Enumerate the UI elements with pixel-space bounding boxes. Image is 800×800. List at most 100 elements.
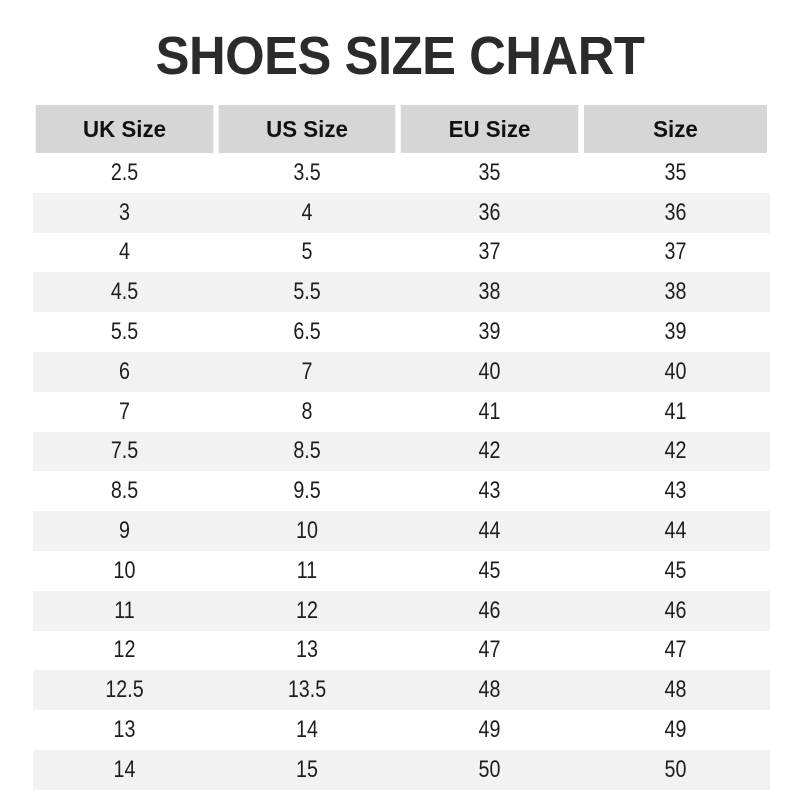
cell-value: 12.5 [105,676,144,704]
table-cell: 49 [398,710,581,750]
table-header: UK Size US Size EU Size Size [33,105,770,153]
table-cell: 5 [216,232,398,273]
table-cell: 35 [398,153,581,193]
table-cell: 5.5 [216,272,398,313]
table-cell: 12 [216,590,398,631]
cell-value: 37 [478,238,501,266]
cell-value: 9.5 [293,477,321,505]
table-cell: 13.5 [216,670,398,711]
table-row: 3 4 36 36 [33,192,770,233]
cell-value: 47 [478,636,501,664]
table-cell: 11 [216,550,398,591]
cell-value: 10 [296,517,318,545]
cell-value: 12 [113,636,136,664]
table-cell: 10 [33,550,216,591]
cell-value: 35 [664,158,687,186]
table-cell: 8.5 [33,471,216,512]
table-cell: 43 [581,471,770,512]
cell-value: 12 [296,596,318,624]
cell-value: 46 [478,596,501,624]
cell-value: 3.5 [293,158,321,186]
cell-value: 13 [113,716,136,744]
cell-value: 11 [296,556,318,584]
table-row: 14 15 50 50 [33,749,770,790]
cell-value: 41 [664,397,687,425]
cell-value: 37 [664,238,687,266]
table-cell: 39 [581,312,770,352]
table-cell: 13 [33,710,216,750]
table-cell: 7 [33,391,216,432]
table-cell: 48 [581,670,770,711]
cell-value: 39 [478,318,501,346]
table-cell: 50 [398,749,581,790]
table-cell: 46 [398,590,581,631]
table-cell: 12 [33,630,216,671]
cell-value: 4 [119,238,130,266]
table-cell: 47 [581,630,770,671]
table-cell: 10 [216,511,398,551]
table-cell: 15 [216,749,398,790]
table-row: 11 12 46 46 [33,590,770,631]
size-chart-table: UK Size US Size EU Size Size 2.5 3.5 35 35 3… [33,105,770,790]
cell-value: 45 [478,556,501,584]
table-cell: 6.5 [216,312,398,352]
table-cell: 4 [216,192,398,233]
table-row: 4 5 37 37 [33,232,770,273]
column-header-eu-size: EU Size [400,105,579,153]
table-cell: 38 [581,272,770,313]
cell-value: 11 [114,596,135,624]
cell-value: 42 [664,437,687,465]
cell-value: 4.5 [110,278,139,306]
column-header-label: US Size [266,115,348,142]
table-cell: 39 [398,312,581,352]
cell-value: 6 [119,357,130,385]
table-row: 2.5 3.5 35 35 [33,153,770,193]
cell-value: 3 [119,198,130,226]
table-cell: 9 [33,511,216,551]
cell-value: 38 [664,278,687,306]
table-cell: 47 [398,630,581,671]
cell-value: 5.5 [110,318,139,346]
cell-value: 13 [296,636,318,664]
table-cell: 4 [33,232,216,273]
cell-value: 10 [113,556,136,584]
cell-value: 8.5 [110,477,139,505]
table-cell: 5.5 [33,312,216,352]
table-cell: 40 [581,351,770,392]
table-cell: 45 [398,550,581,591]
table-cell: 8 [216,391,398,432]
cell-value: 42 [478,437,501,465]
table-cell: 36 [398,192,581,233]
table-cell: 41 [398,391,581,432]
cell-value: 36 [664,198,687,226]
cell-value: 41 [478,397,501,425]
cell-value: 45 [664,556,687,584]
table-cell: 46 [581,590,770,631]
table-row: 8.5 9.5 43 43 [33,471,770,512]
cell-value: 39 [664,318,687,346]
cell-value: 49 [664,716,687,744]
table-cell: 43 [398,471,581,512]
cell-value: 38 [478,278,501,306]
table-cell: 3.5 [216,153,398,193]
cell-value: 4 [301,198,313,226]
table-cell: 42 [398,431,581,472]
cell-value: 50 [664,755,687,783]
cell-value: 5 [301,238,313,266]
cell-value: 9 [119,517,130,545]
cell-value: 14 [296,716,318,744]
table-cell: 3 [33,192,216,233]
cell-value: 50 [478,755,501,783]
table-row: 13 14 49 49 [33,710,770,750]
cell-value: 6.5 [293,318,321,346]
table-row: 7.5 8.5 42 42 [33,431,770,472]
table-cell: 37 [398,232,581,273]
cell-value: 14 [113,755,136,783]
table-header-row: UK Size US Size EU Size Size [33,105,770,153]
cell-value: 8.5 [293,437,321,465]
cell-value: 7 [301,357,313,385]
table-cell: 44 [398,511,581,551]
table-cell: 6 [33,351,216,392]
table-cell: 8.5 [216,431,398,472]
column-header-size: Size [583,105,768,153]
